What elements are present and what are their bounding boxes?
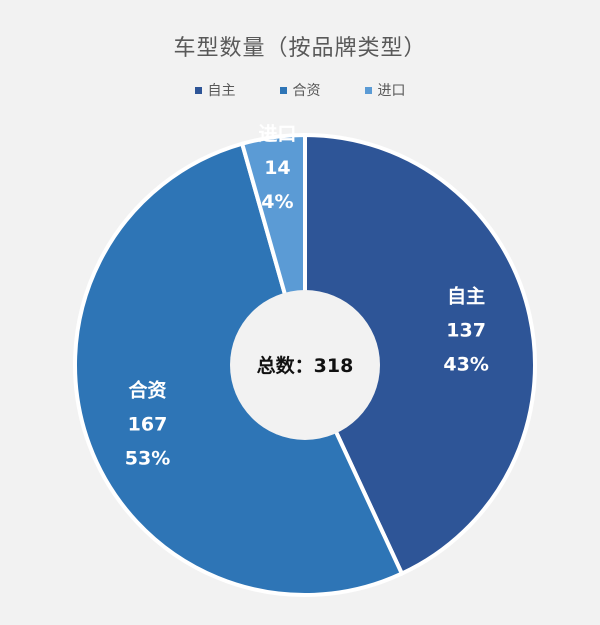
legend-label-imported: 进口	[377, 83, 406, 99]
data-label-domestic-category: 自主	[447, 284, 485, 307]
data-label-joint-venture-value: 167	[128, 413, 168, 435]
legend-label-domestic: 自主	[207, 83, 236, 99]
slice-domestic	[303, 133, 538, 576]
chart-legend: 自主 合资 进口	[0, 80, 600, 100]
donut-hole	[230, 290, 380, 440]
legend-swatch-joint-venture	[279, 86, 287, 94]
legend-item-domestic: 自主	[194, 80, 236, 100]
data-label-domestic-value: 137	[446, 319, 486, 341]
legend-label-joint-venture: 合资	[292, 83, 321, 99]
data-label-domestic-percent: 43%	[443, 353, 488, 375]
data-label-joint-venture-percent: 53%	[125, 447, 170, 469]
legend-swatch-imported	[364, 86, 372, 94]
chart-title: 车型数量（按品牌类型）	[173, 36, 427, 61]
total-count-label: 总数：318	[257, 354, 354, 377]
data-label-joint-venture-category: 合资	[129, 378, 167, 401]
data-label-imported-category: 进口	[258, 123, 296, 145]
donut-labels: 自主 137 43% 合资 167 53% 进口 14 4%	[125, 123, 489, 470]
legend-item-joint-venture: 合资	[279, 80, 321, 100]
legend-item-imported: 进口	[364, 80, 406, 100]
data-label-imported-value: 14	[264, 157, 290, 179]
data-label-imported-percent: 4%	[261, 191, 293, 213]
legend-swatch-domestic	[194, 86, 202, 94]
